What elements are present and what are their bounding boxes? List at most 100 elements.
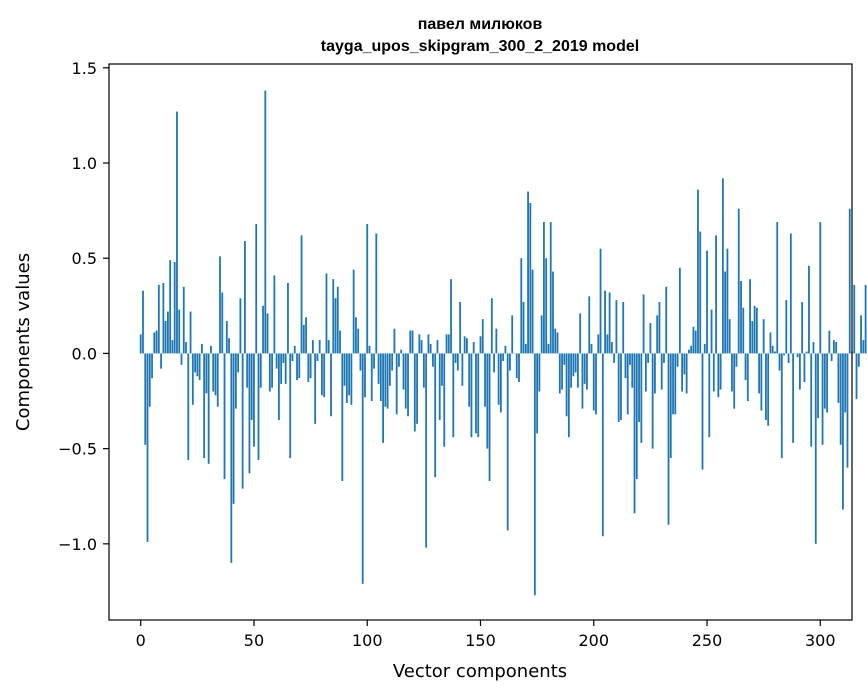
bar-105 (377, 353, 380, 384)
bar-125 (422, 353, 425, 388)
bar-262 (733, 353, 736, 409)
bar-185 (558, 353, 561, 394)
bar-168 (520, 258, 523, 354)
bar-308 (837, 353, 840, 403)
bar-14 (171, 340, 174, 354)
bar-109 (386, 353, 389, 409)
bar-294 (805, 351, 808, 354)
bar-37 (223, 353, 226, 480)
bar-315 (853, 284, 856, 354)
bar-50 (253, 353, 255, 447)
bar-317 (857, 353, 860, 367)
bar-221 (640, 353, 643, 443)
bar-24 (194, 353, 196, 373)
bar-10 (162, 282, 165, 354)
bar-306 (832, 340, 835, 354)
bar-304 (828, 330, 831, 354)
bar-287 (789, 233, 792, 354)
bar-141 (459, 302, 462, 354)
bar-57 (268, 353, 271, 392)
bar-283 (780, 353, 783, 459)
bar-126 (425, 353, 428, 548)
bar-101 (368, 345, 371, 354)
bar-266 (742, 307, 745, 354)
bar-286 (787, 353, 790, 363)
bar-17 (178, 309, 181, 354)
bar-135 (445, 334, 448, 354)
bar-36 (221, 292, 224, 354)
bar-70 (298, 353, 301, 379)
bar-136 (447, 334, 450, 354)
bar-244 (692, 326, 695, 354)
bar-284 (783, 353, 785, 356)
x-tick-label: 250 (692, 631, 723, 650)
bar-91 (345, 353, 348, 403)
bar-45 (241, 353, 244, 489)
bar-188 (565, 353, 568, 417)
bar-176 (538, 353, 541, 392)
bar-103 (373, 353, 375, 369)
bar-293 (803, 353, 806, 382)
bar-51 (255, 223, 258, 354)
bar-5 (151, 353, 153, 379)
bar-82 (325, 273, 328, 354)
bar-102 (370, 353, 373, 402)
bar-27 (200, 343, 203, 354)
bar-47 (246, 353, 249, 388)
bar-292 (801, 302, 804, 354)
bar-170 (524, 343, 527, 354)
bar-318 (860, 315, 862, 354)
bar-201 (595, 353, 597, 415)
bar-243 (690, 345, 693, 354)
bar-145 (468, 353, 471, 407)
bar-177 (540, 315, 543, 354)
bar-277 (767, 353, 770, 426)
bar-44 (239, 298, 242, 354)
bar-139 (454, 353, 457, 363)
bar-124 (420, 340, 423, 354)
bar-118 (407, 353, 409, 417)
bar-196 (583, 353, 586, 384)
bar-218 (633, 353, 636, 514)
bar-217 (631, 353, 634, 388)
bar-53 (259, 353, 262, 388)
bar-173 (531, 269, 534, 354)
bar-180 (547, 343, 550, 354)
bar-316 (855, 353, 858, 400)
bar-282 (778, 353, 781, 371)
bar-96 (357, 328, 360, 354)
bar-164 (511, 315, 514, 354)
bar-88 (339, 330, 341, 354)
bar-131 (436, 340, 439, 354)
bar-222 (642, 294, 645, 354)
bar-52 (257, 353, 260, 461)
bar-248 (701, 353, 704, 470)
bar-291 (798, 353, 801, 390)
bar-133 (441, 353, 443, 386)
bar-62 (280, 353, 283, 384)
bar-65 (287, 282, 289, 354)
bar-54 (262, 305, 264, 354)
bar-16 (176, 111, 178, 354)
x-tick-label: 150 (465, 631, 496, 650)
bar-236 (674, 353, 677, 415)
bar-195 (581, 353, 584, 409)
bar-156 (493, 353, 495, 373)
bar-29 (205, 353, 208, 394)
bar-22 (189, 311, 192, 354)
bar-247 (699, 231, 702, 354)
bar-160 (502, 353, 505, 362)
bar-202 (597, 334, 600, 354)
bar-61 (277, 353, 280, 421)
y-tick-label: 1.0 (72, 154, 97, 173)
bar-275 (762, 319, 765, 354)
bar-11 (164, 321, 167, 354)
bar-229 (658, 302, 661, 354)
bar-48 (248, 353, 251, 474)
bar-137 (450, 279, 452, 354)
bar-33 (214, 353, 217, 396)
bar-267 (744, 353, 747, 381)
bar-320 (864, 284, 867, 354)
bar-271 (753, 305, 756, 354)
bar-223 (644, 353, 647, 392)
